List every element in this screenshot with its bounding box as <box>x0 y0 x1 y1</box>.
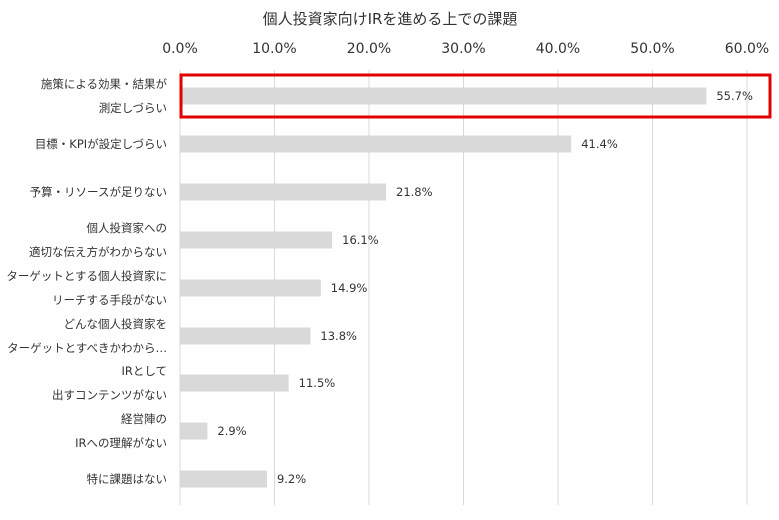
bar <box>180 470 267 488</box>
x-tick-label: 10.0% <box>252 41 296 57</box>
bar <box>180 135 572 153</box>
category-label: 個人投資家への <box>87 221 168 235</box>
x-tick-label: 0.0% <box>162 41 198 57</box>
category-label: 経営陣の <box>121 412 167 426</box>
data-label: 16.1% <box>342 233 379 247</box>
x-tick-label: 50.0% <box>630 41 674 57</box>
category-label: IRへの理解がない <box>75 436 167 450</box>
bar <box>180 183 387 201</box>
highlight-frame <box>179 73 772 119</box>
data-label: 11.5% <box>299 376 336 390</box>
x-tick-label: 30.0% <box>441 41 485 57</box>
category-label: 測定しづらい <box>99 101 167 115</box>
category-label: ターゲットとする個人投資家に <box>6 269 167 283</box>
x-axis-ticks: 0.0% 10.0% 20.0% 30.0% 40.0% 50.0% 60.0% <box>162 41 769 57</box>
bar <box>180 327 311 345</box>
category-label: 適切な伝え方がわからない <box>29 245 167 259</box>
category-label: ターゲットとすべきかわから… <box>7 341 167 355</box>
data-label: 14.9% <box>331 281 368 295</box>
bar <box>180 279 321 297</box>
bars <box>180 87 707 488</box>
x-tick-label: 40.0% <box>536 41 580 57</box>
bar <box>180 374 289 392</box>
data-label: 13.8% <box>320 329 357 343</box>
category-label: 予算・リソースが足りない <box>30 185 167 199</box>
category-label: 出すコンテンツがない <box>52 388 167 402</box>
x-tick-label: 60.0% <box>725 41 769 57</box>
category-label: 施策による効果・結果が <box>41 77 168 91</box>
highlight-frame-group <box>179 73 772 119</box>
category-label: どんな個人投資家を <box>64 317 168 331</box>
data-label: 21.8% <box>396 185 433 199</box>
data-label: 9.2% <box>277 472 306 486</box>
bar <box>180 422 208 440</box>
bar <box>180 231 333 249</box>
category-label: 特に課題はない <box>87 472 168 486</box>
bar <box>180 87 707 105</box>
category-labels: 施策による効果・結果が測定しづらい目標・KPIが設定しづらい予算・リソースが足り… <box>6 77 167 486</box>
category-label: IRとして <box>121 364 167 378</box>
x-tick-label: 20.0% <box>347 41 391 57</box>
value-labels: 55.7% 41.4% 21.8% 16.1% 14.9% 13.8% 11.5% 2.9% 9… <box>217 89 753 486</box>
category-label: リーチする手段がない <box>52 293 167 307</box>
chart-title: 個人投資家向けIRを進める上での課題 <box>263 10 518 28</box>
data-label: 55.7% <box>716 89 753 103</box>
data-label: 2.9% <box>217 424 246 438</box>
data-label: 41.4% <box>581 137 618 151</box>
category-label: 目標・KPIが設定しづらい <box>35 137 167 151</box>
